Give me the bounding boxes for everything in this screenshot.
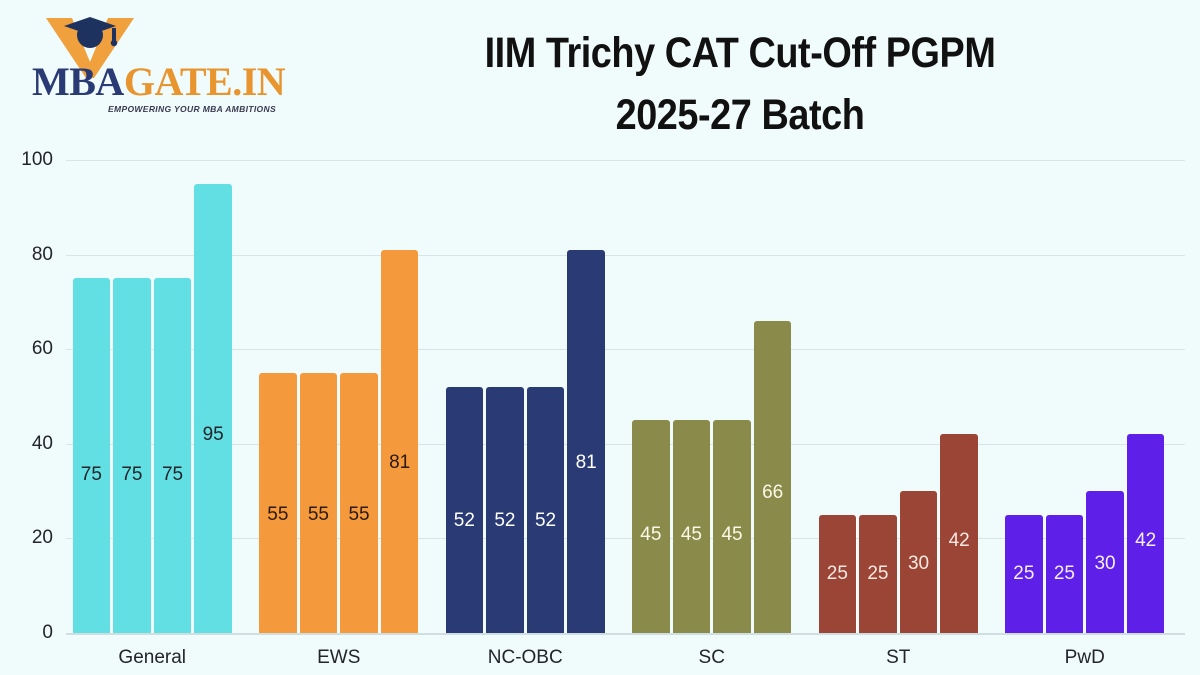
- bar[interactable]: 81: [567, 249, 605, 633]
- bar[interactable]: 25: [1005, 514, 1043, 633]
- chart-title-line-1: IIM Trichy CAT Cut-Off PGPM: [484, 29, 996, 77]
- bar-group-pwd: 25 25 30 42 PwD: [1005, 148, 1165, 668]
- gridline: [66, 160, 1185, 161]
- bar-group-st: 25 25 30 42 ST: [818, 148, 978, 668]
- bar-value-label: 75: [161, 464, 184, 486]
- bar[interactable]: 75: [113, 278, 151, 633]
- x-axis-category-label: General: [118, 647, 187, 668]
- bar-value-label: 95: [202, 424, 224, 446]
- bar[interactable]: 55: [340, 372, 378, 633]
- chart-title-line-2: 2025-27 Batch: [615, 91, 865, 139]
- bar-group-sc: 45 45 45 66 SC: [632, 148, 792, 668]
- gridline: [66, 443, 1185, 445]
- bar-value-label: 55: [307, 503, 329, 525]
- bar-value-label: 52: [453, 509, 475, 531]
- x-axis-category-label: PwD: [1064, 647, 1105, 668]
- bar[interactable]: 81: [380, 249, 419, 633]
- bar[interactable]: 45: [713, 420, 751, 633]
- chart-header: MBAGATE.IN EMPOWERING YOUR MBA AMBITIONS…: [0, 0, 1200, 148]
- bar-group-ews: 55 55 55 81 EWS: [259, 148, 419, 668]
- y-axis-tick-label: 40: [31, 432, 53, 454]
- bar[interactable]: 66: [753, 320, 792, 633]
- bar[interactable]: 25: [1045, 514, 1084, 633]
- bar[interactable]: 25: [818, 514, 857, 633]
- bar-value-label: 25: [867, 563, 889, 585]
- chart-title: IIM Trichy CAT Cut-Off PGPM 2025-27 Batc…: [353, 22, 1127, 146]
- bar[interactable]: 30: [899, 491, 938, 633]
- y-axis-tick-label: 80: [31, 243, 53, 265]
- logo-word-mba: MBA: [32, 59, 124, 104]
- logo-mark-icon: [46, 17, 134, 78]
- bar[interactable]: 30: [1086, 491, 1124, 633]
- y-axis-tick-label: 60: [31, 338, 53, 360]
- bar-value-label: 66: [762, 481, 784, 503]
- bar-value-label: 25: [1053, 563, 1075, 585]
- gridline: [66, 538, 1185, 540]
- bar[interactable]: 45: [632, 420, 670, 633]
- bar-value-label: 52: [494, 509, 516, 531]
- x-axis-category-label: ST: [886, 647, 911, 668]
- bar-value-label: 25: [1013, 563, 1035, 585]
- x-axis-category-label: SC: [698, 647, 725, 668]
- bar[interactable]: 42: [940, 434, 978, 633]
- bar[interactable]: 52: [445, 387, 484, 633]
- bar-value-label: 75: [121, 464, 143, 486]
- bar-value-label: 81: [575, 452, 597, 474]
- bar-value-label: 45: [721, 523, 743, 545]
- gridline: [66, 349, 1185, 351]
- bar[interactable]: 42: [1126, 434, 1165, 633]
- y-axis: 0 20 40 60 80 100: [0, 148, 1200, 675]
- bar-group-general: 75 75 75 95 General: [72, 148, 232, 668]
- bar[interactable]: 75: [72, 278, 111, 633]
- bar-value-label: 42: [948, 529, 970, 551]
- bar-value-label: 25: [826, 563, 848, 585]
- bar-value-label: 52: [534, 509, 557, 531]
- bar-value-label: 75: [80, 464, 102, 486]
- y-axis-tick-label: 100: [21, 149, 53, 170]
- bar[interactable]: 52: [526, 387, 565, 633]
- x-axis-baseline: [66, 633, 1185, 635]
- bar-groups: 75 75 75 95 General 55 55 55 81 EWS 52 52 52 81 NC-OBC…: [0, 148, 1200, 675]
- chart-plot-area: 0 20 40 60 80 100 75 75 75 95 General 55 55 55 81 EWS 5…: [0, 148, 1200, 675]
- y-axis-tick-label: 20: [31, 527, 53, 549]
- gridline: [66, 254, 1185, 256]
- bar[interactable]: 55: [259, 372, 297, 633]
- bar[interactable]: 45: [672, 420, 711, 633]
- brand-logo: MBAGATE.IN EMPOWERING YOUR MBA AMBITIONS: [22, 16, 286, 120]
- bar-value-label: 42: [1135, 529, 1157, 551]
- bar-value-label: 30: [907, 553, 930, 575]
- bar[interactable]: 95: [194, 183, 232, 633]
- bar-value-label: 45: [680, 523, 702, 545]
- gridlines: [0, 148, 1200, 675]
- bar-value-label: 55: [348, 503, 370, 525]
- bar[interactable]: 55: [299, 372, 338, 633]
- bar[interactable]: 25: [859, 514, 897, 633]
- bar-value-label: 81: [389, 452, 411, 474]
- bar-group-nc-obc: 52 52 52 81 NC-OBC: [445, 148, 605, 668]
- bar[interactable]: 75: [153, 278, 192, 633]
- x-axis-category-label: NC-OBC: [487, 647, 563, 668]
- x-axis-category-label: EWS: [317, 647, 361, 668]
- bar[interactable]: 52: [486, 387, 524, 633]
- logo-word-gate: GATE.IN: [123, 59, 286, 104]
- y-axis-tick-label: 0: [42, 622, 53, 643]
- logo-wordmark: MBAGATE.IN: [32, 59, 286, 104]
- bar-value-label: 55: [267, 503, 289, 525]
- logo-tagline: EMPOWERING YOUR MBA AMBITIONS: [108, 104, 277, 114]
- bar-value-label: 45: [640, 523, 662, 545]
- bar-value-label: 30: [1094, 553, 1116, 575]
